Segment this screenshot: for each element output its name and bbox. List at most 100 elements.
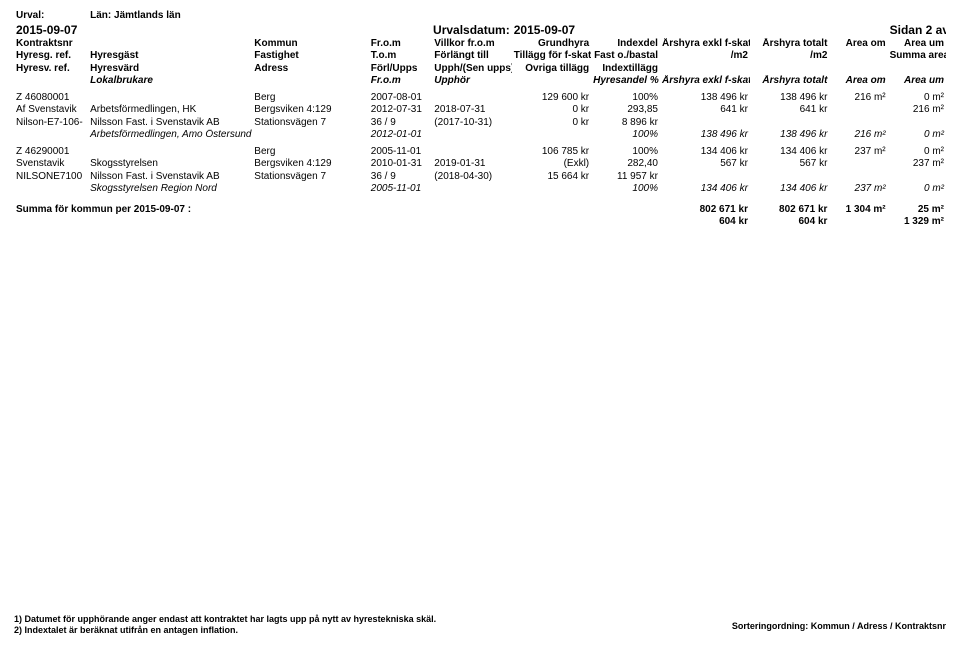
cell: Indexdel [591,38,660,51]
cell: Berg [252,92,368,105]
cell: 282,40 [591,158,660,171]
summary-label: Summa för kommun per 2015-09-07 : [14,204,512,217]
cell: Hyresv. ref. [14,63,88,76]
cell: 25 m² [888,204,946,217]
cell [512,204,591,217]
cell: 567 kr [750,158,829,171]
cell [88,216,252,229]
cell [252,183,368,196]
cell: Villkor fr.o.m [432,38,511,51]
cell: Upphör [432,75,511,88]
cell [512,216,591,229]
cell [252,216,368,229]
cell: 604 kr [660,216,750,229]
cell: Årshyra exkl f-skatt [660,75,750,88]
cell: (2017-10-31) [432,117,511,130]
cell: 100% [591,183,660,196]
cell [829,216,887,229]
cell: Nilsson Fast. i Svenstavik AB [88,117,252,130]
cell [750,171,829,184]
cell [88,92,252,105]
cell: 11 957 kr [591,171,660,184]
cell: Förl/Upps [369,63,433,76]
cell: 604 kr [750,216,829,229]
cell: 237 m² [829,183,887,196]
cell: Summa area [888,50,946,63]
cell [829,63,887,76]
cell [252,129,368,142]
cell: 641 kr [660,104,750,117]
cell: 8 896 kr [591,117,660,130]
cell [829,104,887,117]
cell: Bergsviken 4:129 [252,158,368,171]
urval-label: Urval: [14,10,88,23]
cell: Stationsvägen 7 [252,117,368,130]
cell: Fast o./bastal [591,50,660,63]
cell: 2005-11-01 [369,146,433,159]
cell [252,75,368,88]
cell: Fr.o.m [369,75,433,88]
cell: 100% [591,129,660,142]
cell: Hyresvärd [88,63,252,76]
cell: 2005-11-01 [369,183,433,196]
cell: 0 m² [888,129,946,142]
cell [888,171,946,184]
cell: Hyresandel % [591,75,660,88]
cell: Adress [252,63,368,76]
sort-order: Sorteringordning: Kommun / Adress / Kont… [732,621,946,631]
cell [88,38,252,51]
cell [750,117,829,130]
cell [14,75,88,88]
cell: 1 329 m² [888,216,946,229]
cell: NILSONE7100 [14,171,88,184]
cell: 2007-08-01 [369,92,433,105]
cell: Upph/(Sen upps) [432,63,511,76]
report-page: Urval: Län: Jämtlands län 2015-09-07 Urv… [0,0,960,649]
cell: 237 m² [888,158,946,171]
report-date: 2015-09-07 [14,23,88,38]
cell: (2018-04-30) [432,171,511,184]
report-table: KontraktsnrKommunFr.o.mVillkor fr.o.mGru… [14,38,946,229]
page-number: Sidan 2 av 32 [888,23,946,38]
cell: 134 406 kr [660,183,750,196]
cell: Svenstavik [14,158,88,171]
cell: 0 m² [888,183,946,196]
cell: 138 496 kr [660,129,750,142]
cell: 134 406 kr [750,146,829,159]
cell: Stationsvägen 7 [252,171,368,184]
cell: 216 m² [888,104,946,117]
cell: 237 m² [829,146,887,159]
cell: Årshyra exkl f-skatt [660,38,750,51]
cell: 36 / 9 [369,117,433,130]
cell [14,129,88,142]
cell: Bergsviken 4:129 [252,104,368,117]
cell [432,92,511,105]
cell: Area um [888,75,946,88]
cell: 138 496 kr [750,129,829,142]
cell: 2018-07-31 [432,104,511,117]
cell: 2010-01-31 [369,158,433,171]
cell [829,50,887,63]
cell [512,129,591,142]
cell: 15 664 kr [512,171,591,184]
cell: Lokalbrukare [88,75,252,88]
cell [660,63,750,76]
cell: 0 m² [888,92,946,105]
cell: Nilsson Fast. i Svenstavik AB [88,171,252,184]
cell: 216 m² [829,129,887,142]
cell: 106 785 kr [512,146,591,159]
cell: Hyresgäst [88,50,252,63]
cell: Arbetsförmedlingen, Amo Östersund [88,129,252,142]
cell: 2012-01-01 [369,129,433,142]
cell [369,216,433,229]
cell: Skogsstyrelsen [88,158,252,171]
urvalsdatum-label: Urvalsdatum: [369,23,512,38]
cell [512,75,591,88]
cell: 36 / 9 [369,171,433,184]
cell: Fr.o.m [369,38,433,51]
footnote-1: 1) Datumet för upphörande anger endast a… [14,614,436,626]
cell: Skogsstyrelsen Region Nord [88,183,252,196]
cell: Årshyra totalt [750,75,829,88]
cell: /m2 [750,50,829,63]
cell [432,216,511,229]
